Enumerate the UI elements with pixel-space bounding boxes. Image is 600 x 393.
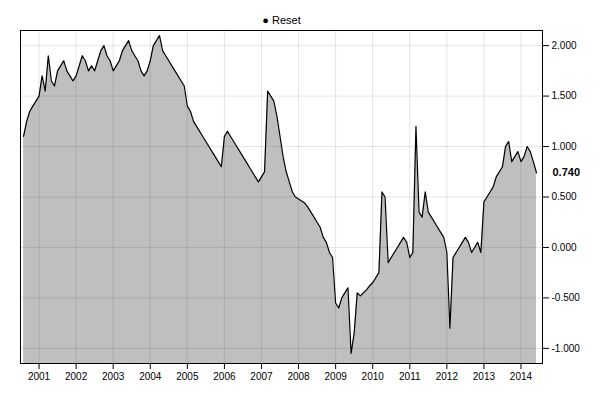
svg-text:2001: 2001 [28,371,51,382]
svg-text:2002: 2002 [65,371,88,382]
svg-text:2003: 2003 [102,371,125,382]
svg-text:2007: 2007 [250,371,273,382]
svg-text:2008: 2008 [287,371,310,382]
svg-text:2009: 2009 [325,371,348,382]
svg-text:2010: 2010 [362,371,385,382]
svg-text:● Reset: ● Reset [262,14,300,26]
svg-text:2.000: 2.000 [552,40,577,51]
svg-text:-0.500: -0.500 [552,292,581,303]
svg-text:2013: 2013 [473,371,496,382]
svg-text:1.000: 1.000 [552,141,577,152]
svg-text:0.740: 0.740 [553,166,581,178]
svg-text:2005: 2005 [176,371,199,382]
svg-text:0.000: 0.000 [552,242,577,253]
svg-text:0.500: 0.500 [552,191,577,202]
svg-text:2012: 2012 [436,371,459,382]
svg-text:2014: 2014 [510,371,533,382]
svg-text:2006: 2006 [213,371,236,382]
svg-text:2011: 2011 [399,371,421,382]
svg-text:1.500: 1.500 [552,90,577,101]
svg-text:-1.000: -1.000 [552,343,581,354]
svg-text:2004: 2004 [139,371,162,382]
